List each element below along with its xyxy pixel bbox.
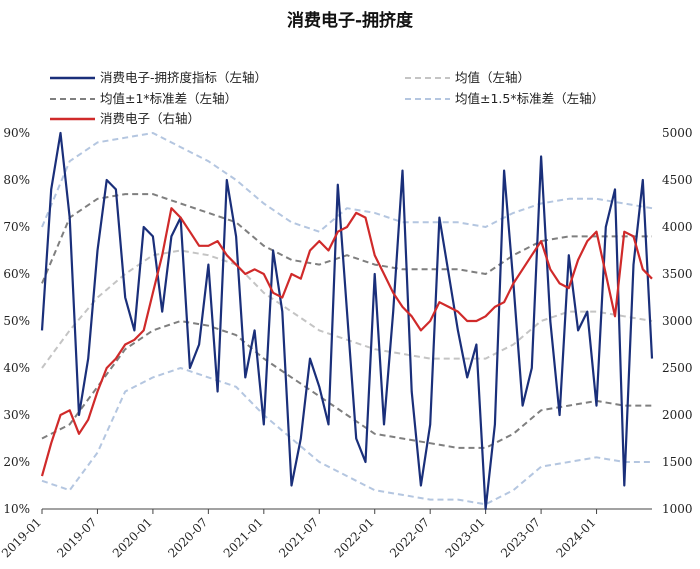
right-tick-label: 2500 [662,361,693,375]
series-line-band1-lower [41,320,652,449]
right-tick-label: 4000 [662,220,693,234]
left-tick-label: 20% [3,455,30,469]
legend: 消费电子-拥挤度指标（左轴） 均值（左轴） 均值±1*标准差（左轴） 均值±1.… [50,70,604,126]
left-tick-label: 80% [3,173,30,187]
axes: 90% 80% 70% 60% 50% 40% 30% 20% 10% 5000 4500 4000 3… [0,126,693,560]
x-tick-label: 2023-07 [498,515,543,560]
series-line-band1-upper [41,193,652,284]
x-tick-label: 2024-01 [554,515,599,560]
right-tick-label: 1500 [662,455,693,469]
right-tick-label: 1000 [662,502,693,516]
chart-title: 消费电子-拥挤度 [287,10,414,31]
left-tick-label: 90% [3,126,30,140]
right-tick-label: 5000 [662,126,693,140]
x-tick-label: 2022-01 [332,515,377,560]
x-tick-label: 2020-01 [110,515,155,560]
left-tick-label: 60% [3,267,30,281]
left-tick-label: 30% [3,408,30,422]
series-line-band15-upper [41,132,653,233]
legend-mean: 均值（左轴） [455,70,530,85]
series-line-mean [41,249,653,369]
x-tick-label: 2023-01 [443,515,488,560]
right-tick-label: 3500 [662,267,693,281]
series-line-band15-lower [41,367,652,506]
legend-band15: 均值±1.5*标准差（左轴） [455,91,604,106]
right-tick-label: 3000 [662,314,693,328]
x-tick-label: 2019-01 [0,515,44,560]
right-tick-label: 2000 [662,408,693,422]
right-tick-label: 4500 [662,173,693,187]
series-line-crowding [40,131,654,511]
left-tick-label: 70% [3,220,30,234]
x-tick-label: 2022-07 [387,515,432,560]
legend-band1: 均值±1*标准差（左轴） [100,91,237,106]
left-tick-label: 50% [3,314,30,328]
legend-crowding: 消费电子-拥挤度指标（左轴） [100,70,267,85]
x-tick-label: 2019-07 [54,515,99,560]
series-line-index [40,207,653,477]
legend-index: 消费电子（右轴） [100,111,200,126]
x-tick-label: 2020-07 [165,515,210,560]
plot-area [40,131,654,511]
x-tick-label: 2021-07 [276,515,321,560]
x-tick-label: 2021-01 [221,515,266,560]
left-tick-label: 40% [3,361,30,375]
left-tick-label: 10% [3,502,30,516]
